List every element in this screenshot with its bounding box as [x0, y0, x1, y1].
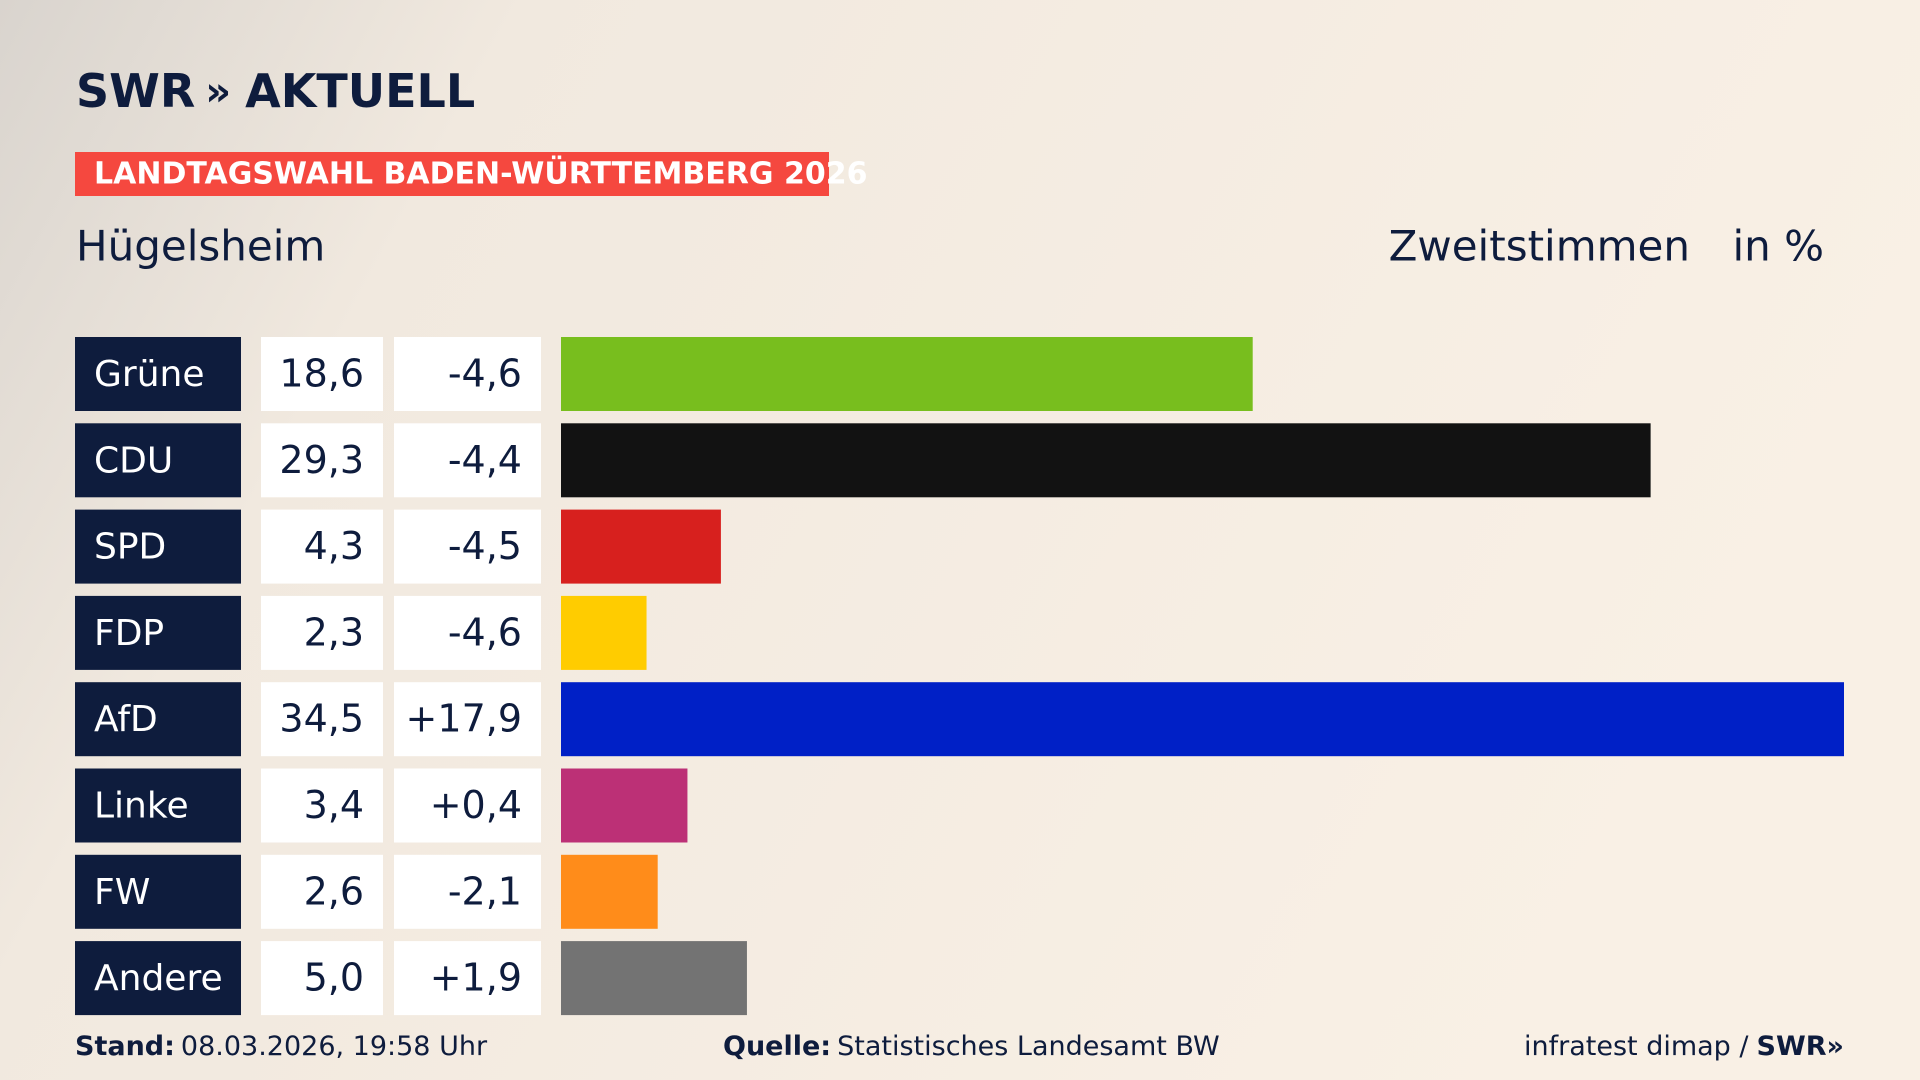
- value-label: 4,3: [304, 524, 364, 568]
- change-label: -2,1: [448, 869, 522, 913]
- party-label: Andere: [94, 958, 223, 999]
- bar: [561, 682, 1844, 757]
- value-cell: [261, 854, 383, 929]
- bar: [561, 423, 1651, 498]
- bar: [561, 854, 658, 929]
- unit: in %: [1732, 222, 1824, 271]
- stand-label: Stand:: [75, 1031, 175, 1062]
- logo-chevrons: »: [205, 69, 231, 115]
- change-label: -4,4: [448, 438, 522, 482]
- change-label: -4,6: [448, 352, 522, 396]
- change-label: +0,4: [430, 783, 522, 827]
- party-cell: [75, 337, 241, 411]
- value-cell: [261, 595, 383, 670]
- bar: [561, 509, 721, 584]
- party-cell: [75, 423, 241, 498]
- change-cell: [394, 337, 541, 411]
- logo-suffix: AKTUELL: [245, 64, 475, 118]
- party-label: Grüne: [94, 354, 204, 395]
- party-label: CDU: [94, 440, 173, 481]
- party-label: AfD: [94, 699, 158, 740]
- change-label: -4,5: [448, 524, 522, 568]
- bar: [561, 595, 647, 670]
- value-label: 2,6: [304, 869, 364, 913]
- stand: 08.03.2026, 19:58 Uhr: [181, 1031, 488, 1062]
- credit: infratest dimap /: [1524, 1031, 1749, 1062]
- change-cell: [394, 682, 541, 757]
- footer-stand: Stand: 08.03.2026, 19:58 Uhr: [75, 1031, 488, 1062]
- change-cell: [394, 768, 541, 843]
- value-cell: [261, 941, 383, 1016]
- party-label: FDP: [94, 613, 164, 654]
- party-cell: [75, 854, 241, 929]
- value-cell: [261, 337, 383, 411]
- change-cell: [394, 509, 541, 584]
- value-label: 18,6: [279, 352, 364, 396]
- party-label: SPD: [94, 527, 166, 568]
- party-cell: [75, 941, 241, 1016]
- value-label: 29,3: [279, 438, 364, 482]
- party-cell: [75, 509, 241, 584]
- value-label: 3,4: [304, 783, 364, 827]
- change-label: -4,6: [448, 610, 522, 654]
- credit-chevrons: »: [1827, 1031, 1844, 1062]
- chart-title: Hügelsheim: [76, 222, 325, 271]
- change-label: +1,9: [430, 956, 522, 1000]
- logo-text: SWR: [76, 64, 195, 118]
- footer-credit: infratest dimap / SWR»: [1524, 1031, 1844, 1062]
- value-label: 5,0: [304, 956, 364, 1000]
- value-cell: [261, 423, 383, 498]
- banner: LANDTAGSWAHL BADEN-WÜRTTEMBERG 2026: [94, 155, 867, 192]
- change-cell: [394, 941, 541, 1016]
- bar: [561, 768, 688, 843]
- logo: SWR» AKTUELL: [76, 64, 475, 118]
- footer-source: Quelle: Statistisches Landesamt BW: [723, 1031, 1220, 1062]
- party-cell: [75, 682, 241, 757]
- rows: Grüne 18,6 -4,6 CDU 29,3 -4,4 SPD 4,3 -4,5 FDP 2,3…: [75, 337, 1844, 1016]
- value-cell: [261, 682, 383, 757]
- value-cell: [261, 768, 383, 843]
- source: Statistisches Landesamt BW: [837, 1031, 1220, 1062]
- value-label: 34,5: [279, 697, 364, 741]
- party-label: FW: [94, 872, 150, 913]
- value-cell: [261, 509, 383, 584]
- party-cell: [75, 595, 241, 670]
- bar: [561, 941, 747, 1016]
- source-label: Quelle:: [723, 1031, 831, 1062]
- party-label: Linke: [94, 786, 189, 827]
- change-cell: [394, 854, 541, 929]
- change-cell: [394, 423, 541, 498]
- credit-logo: SWR: [1757, 1031, 1827, 1062]
- measure: Zweitstimmen: [1389, 222, 1690, 271]
- bar: [561, 337, 1253, 411]
- value-label: 2,3: [304, 610, 364, 654]
- change-label: +17,9: [406, 697, 522, 741]
- banner-bg: [75, 152, 829, 196]
- party-cell: [75, 768, 241, 843]
- change-cell: [394, 595, 541, 670]
